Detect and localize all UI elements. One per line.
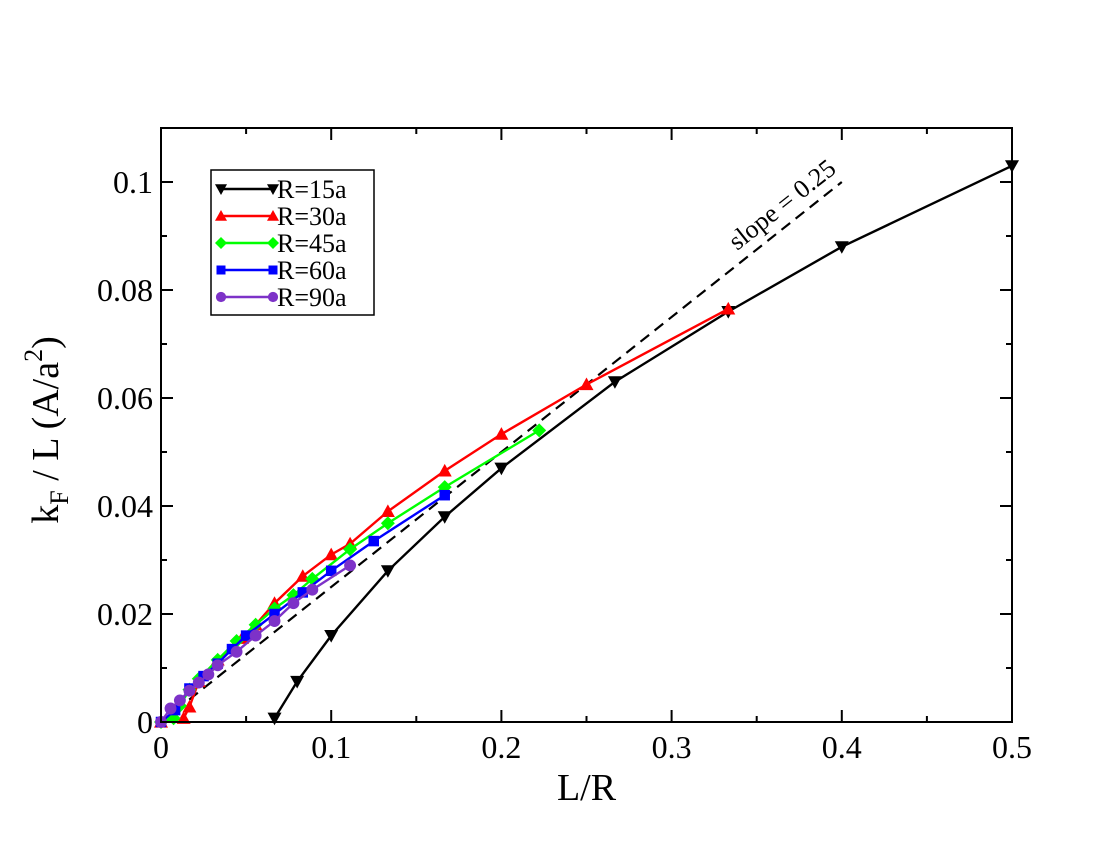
data-point xyxy=(324,630,339,643)
data-point xyxy=(437,511,452,524)
data-point xyxy=(182,699,197,713)
data-point xyxy=(306,583,319,596)
data-point xyxy=(248,617,263,632)
data-point xyxy=(579,377,594,391)
legend-label: R=30a xyxy=(277,202,347,231)
data-point xyxy=(380,565,395,578)
data-point xyxy=(269,608,280,620)
legend-label: R=15a xyxy=(277,175,347,204)
y-axis-title-sup: 2 xyxy=(19,349,48,362)
data-point xyxy=(437,463,452,477)
data-point xyxy=(287,597,300,610)
legend-marker xyxy=(215,210,227,221)
legend-marker xyxy=(267,210,279,221)
data-point xyxy=(164,702,177,715)
y-tick-label: 0.1 xyxy=(113,164,153,200)
data-point xyxy=(532,423,547,438)
legend-label: R=90a xyxy=(277,283,347,312)
legend-label: R=45a xyxy=(277,229,347,258)
y-axis-title: kF / L (A/a2) xyxy=(19,336,74,524)
x-tick-label: 0.1 xyxy=(311,729,351,765)
data-point xyxy=(192,676,205,689)
legend-entry: R=30a xyxy=(215,202,347,231)
data-point xyxy=(230,645,243,658)
data-point xyxy=(290,675,305,689)
legend-marker xyxy=(268,265,278,275)
data-point xyxy=(211,659,224,672)
legend-entry: R=90a xyxy=(215,283,347,312)
y-axis-title-end: ) xyxy=(25,336,67,349)
legend-marker xyxy=(267,237,279,249)
data-point xyxy=(297,587,309,598)
series-line xyxy=(273,164,1013,719)
x-axis-title: L/R xyxy=(557,767,617,809)
x-tick-label: 0 xyxy=(153,729,169,765)
y-tick-label: 0.04 xyxy=(97,488,153,524)
y-tick-label: 0 xyxy=(137,704,153,740)
data-point xyxy=(267,712,282,726)
y-tick-label: 0.02 xyxy=(97,596,153,632)
x-tick-label: 0.2 xyxy=(481,729,521,765)
legend-label: R=60a xyxy=(277,256,347,285)
legend-marker xyxy=(215,184,227,195)
axis-ticks: 0 0.1 0.2 0.3 0.4 0.5 0 0.02 0.04 0.06 0.08 0.1 xyxy=(97,128,1032,765)
data-point xyxy=(380,516,395,531)
data-point xyxy=(173,694,186,707)
data-point xyxy=(343,542,358,557)
data-point xyxy=(834,241,849,254)
legend-marker xyxy=(267,184,279,195)
legend-marker xyxy=(216,265,226,275)
data-point xyxy=(439,489,450,501)
x-tick-label: 0.4 xyxy=(822,729,862,765)
legend-marker xyxy=(215,291,227,303)
legend-entry: R=60a xyxy=(216,256,347,285)
data-point xyxy=(176,711,191,724)
data-point xyxy=(202,668,215,681)
y-axis-title-mid: / L (A/a xyxy=(25,362,67,491)
data-point xyxy=(607,376,622,389)
y-tick-label: 0.06 xyxy=(97,380,153,416)
data-point xyxy=(268,615,281,627)
legend-marker xyxy=(267,291,279,303)
data-point xyxy=(494,462,509,476)
x-tick-label: 0.3 xyxy=(652,729,692,765)
data-point xyxy=(368,535,379,547)
data-point xyxy=(721,301,736,315)
data-point xyxy=(324,547,339,561)
legend-entry: R=15a xyxy=(215,175,347,204)
series-R=90a xyxy=(155,559,357,728)
data-point xyxy=(183,684,196,697)
legend-entry: R=45a xyxy=(215,229,347,258)
data-point xyxy=(240,630,252,641)
data-point xyxy=(494,427,509,440)
x-tick-label: 0.5 xyxy=(992,729,1032,765)
y-axis-title-k: k xyxy=(25,505,67,524)
data-point xyxy=(344,559,357,572)
data-point xyxy=(325,565,337,577)
data-point xyxy=(380,504,395,517)
data-point xyxy=(249,629,262,642)
y-tick-label: 0.08 xyxy=(97,272,153,308)
series-layer xyxy=(154,160,1019,729)
y-axis-title-sub: F xyxy=(45,490,74,504)
legend-marker xyxy=(215,237,227,249)
